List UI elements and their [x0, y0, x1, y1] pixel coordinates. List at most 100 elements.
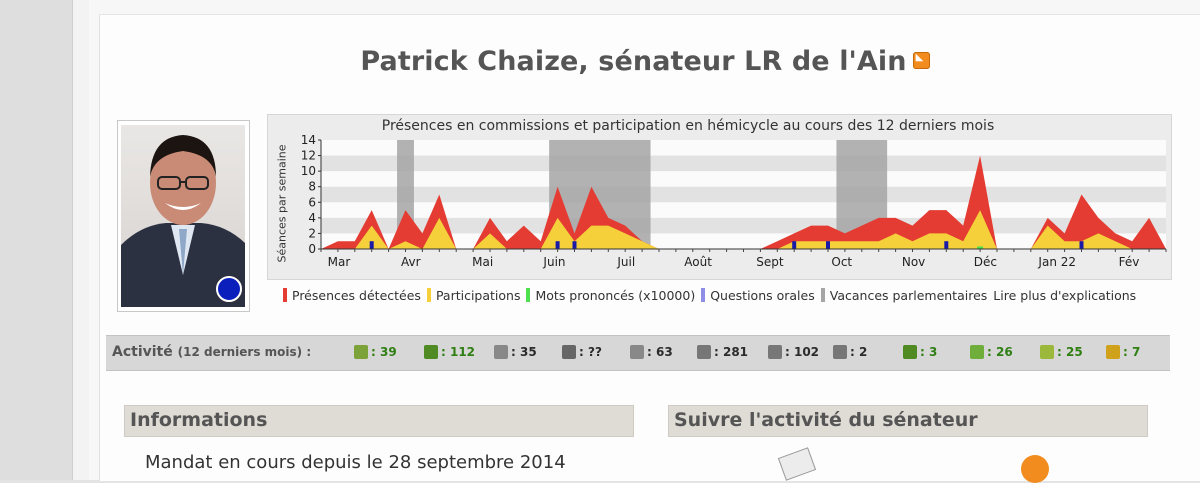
- y-tick-label: 0: [308, 242, 316, 256]
- hand-icon: [1106, 345, 1120, 359]
- x-tick-label: Avr: [401, 255, 421, 269]
- activity-stat[interactable]: : 7: [1106, 345, 1140, 359]
- y-tick-label: 12: [301, 149, 316, 163]
- senator-photo-frame: [117, 120, 250, 312]
- page-title: Patrick Chaize, sénateur LR de l'Ain: [360, 46, 907, 77]
- text-document-icon: [697, 345, 711, 359]
- activity-stat[interactable]: : 26: [970, 345, 1013, 359]
- activity-label: Activité (12 derniers mois) :: [112, 344, 311, 360]
- activity-stat[interactable]: : 112: [424, 345, 475, 359]
- legend-item: Présences détectées: [283, 288, 421, 303]
- activity-stat-value: : 2: [850, 345, 868, 359]
- chart-title: Présences en commissions et participatio…: [381, 118, 995, 134]
- speaking-person-icon: [494, 345, 508, 359]
- grid-band: [321, 155, 1166, 172]
- series-questions-mark: [572, 241, 577, 249]
- activity-bar: Activité (12 derniers mois) : : 39 : 112:…: [106, 335, 1170, 371]
- grid-band: [321, 186, 1166, 203]
- x-tick-label: Mar: [328, 255, 351, 269]
- series-presences-area: [321, 155, 1166, 249]
- x-tick-label: Sept: [756, 255, 784, 269]
- legend-item: Vacances parlementaires: [820, 288, 987, 303]
- chart-legend: Présences détectées Participations Mots pr…: [283, 288, 1183, 303]
- activity-stat[interactable]: : 63: [630, 345, 673, 359]
- legend-item: Questions orales: [701, 288, 815, 303]
- legend-swatch: [426, 288, 431, 302]
- activity-stat[interactable]: : 102: [768, 345, 819, 359]
- legend-item: Mots prononcés (x10000): [526, 288, 695, 303]
- y-tick-label: 14: [301, 133, 316, 147]
- series-mots-mark: [977, 246, 984, 249]
- x-tick-label: Août: [684, 255, 712, 269]
- activity-stat-value: : 63: [647, 345, 673, 359]
- x-tick-label: Oct: [831, 255, 852, 269]
- activity-stat-value: : 102: [785, 345, 820, 359]
- activity-stat-value: : 25: [1057, 345, 1083, 359]
- activity-stat[interactable]: : 3: [903, 345, 937, 359]
- suivre-title: Suivre l'activité du sénateur: [674, 409, 978, 431]
- user-green-icon: [903, 345, 917, 359]
- document-icon: [630, 345, 644, 359]
- legend-label: Présences détectées: [292, 288, 421, 303]
- x-tick-label: Mai: [472, 255, 493, 269]
- mandat-text: Mandat en cours depuis le 28 septembre 2…: [145, 452, 566, 473]
- y-tick-label: 10: [301, 164, 316, 178]
- presence-chart: Présences en commissions et participatio…: [267, 114, 1172, 280]
- y-tick-label: 6: [308, 195, 316, 209]
- senator-photo: [121, 125, 245, 307]
- rss-icon[interactable]: [912, 52, 930, 69]
- legend-swatch: [526, 288, 531, 302]
- activity-stat[interactable]: : 281: [697, 345, 748, 359]
- activity-stat-value: : 35: [511, 345, 537, 359]
- legend-label: Questions orales: [710, 288, 815, 303]
- series-questions-mark: [944, 241, 949, 249]
- page-header: Patrick Chaize, sénateur LR de l'Ain: [0, 46, 1200, 77]
- activity-stat-value: : 112: [441, 345, 476, 359]
- portrait-illustration: [121, 135, 245, 307]
- activity-stat-value: : 26: [987, 345, 1013, 359]
- activity-stat[interactable]: : 39: [354, 345, 397, 359]
- activity-title: Activité: [112, 344, 173, 360]
- status-dot: [216, 276, 242, 302]
- activity-stat[interactable]: : 25: [1040, 345, 1083, 359]
- rss-feed-icon[interactable]: [1021, 455, 1049, 483]
- informations-title: Informations: [130, 409, 268, 431]
- activity-stat-value: : 39: [371, 345, 397, 359]
- y-tick-label: 2: [308, 226, 316, 240]
- suivre-section: Suivre l'activité du sénateur: [668, 405, 1148, 437]
- legend-swatch: [283, 288, 287, 302]
- series-participations-area: [321, 210, 1166, 249]
- series-questions-mark: [555, 241, 560, 249]
- y-tick-label: 4: [308, 211, 316, 225]
- legend-item: Participations: [426, 288, 520, 303]
- activity-stat[interactable]: : ??: [562, 345, 602, 359]
- activity-stat-value: : 3: [920, 345, 938, 359]
- series-questions-mark: [1079, 241, 1084, 249]
- x-tick-label: Fév: [1119, 255, 1140, 269]
- pencil-icon: [1040, 345, 1054, 359]
- activity-stat[interactable]: : 2: [833, 345, 867, 359]
- activity-stat-value: : 7: [1123, 345, 1141, 359]
- calendar-icon: [354, 345, 368, 359]
- activity-stat-value: : 281: [714, 345, 749, 359]
- x-tick-label: Jan 22: [1037, 255, 1076, 269]
- x-tick-label: Juil: [616, 255, 635, 269]
- x-tick-label: Juin: [542, 255, 565, 269]
- microphone-icon: [562, 345, 576, 359]
- y-tick-label: 8: [308, 180, 316, 194]
- series-questions-mark: [369, 241, 374, 249]
- person-card-icon: [833, 345, 847, 359]
- more-explanations-link[interactable]: Lire plus d'explications: [993, 288, 1137, 303]
- series-questions-mark: [792, 241, 797, 249]
- document-edit-icon: [768, 345, 782, 359]
- activity-stat[interactable]: : 35: [494, 345, 537, 359]
- x-tick-label: Nov: [902, 255, 925, 269]
- group-icon: [970, 345, 984, 359]
- legend-label: Mots prononcés (x10000): [535, 288, 696, 303]
- legend-swatch: [820, 288, 825, 302]
- person-icon: [424, 345, 438, 359]
- x-tick-label: Déc: [974, 255, 997, 269]
- series-questions-mark: [826, 241, 830, 249]
- activity-stat-value: : ??: [579, 345, 602, 359]
